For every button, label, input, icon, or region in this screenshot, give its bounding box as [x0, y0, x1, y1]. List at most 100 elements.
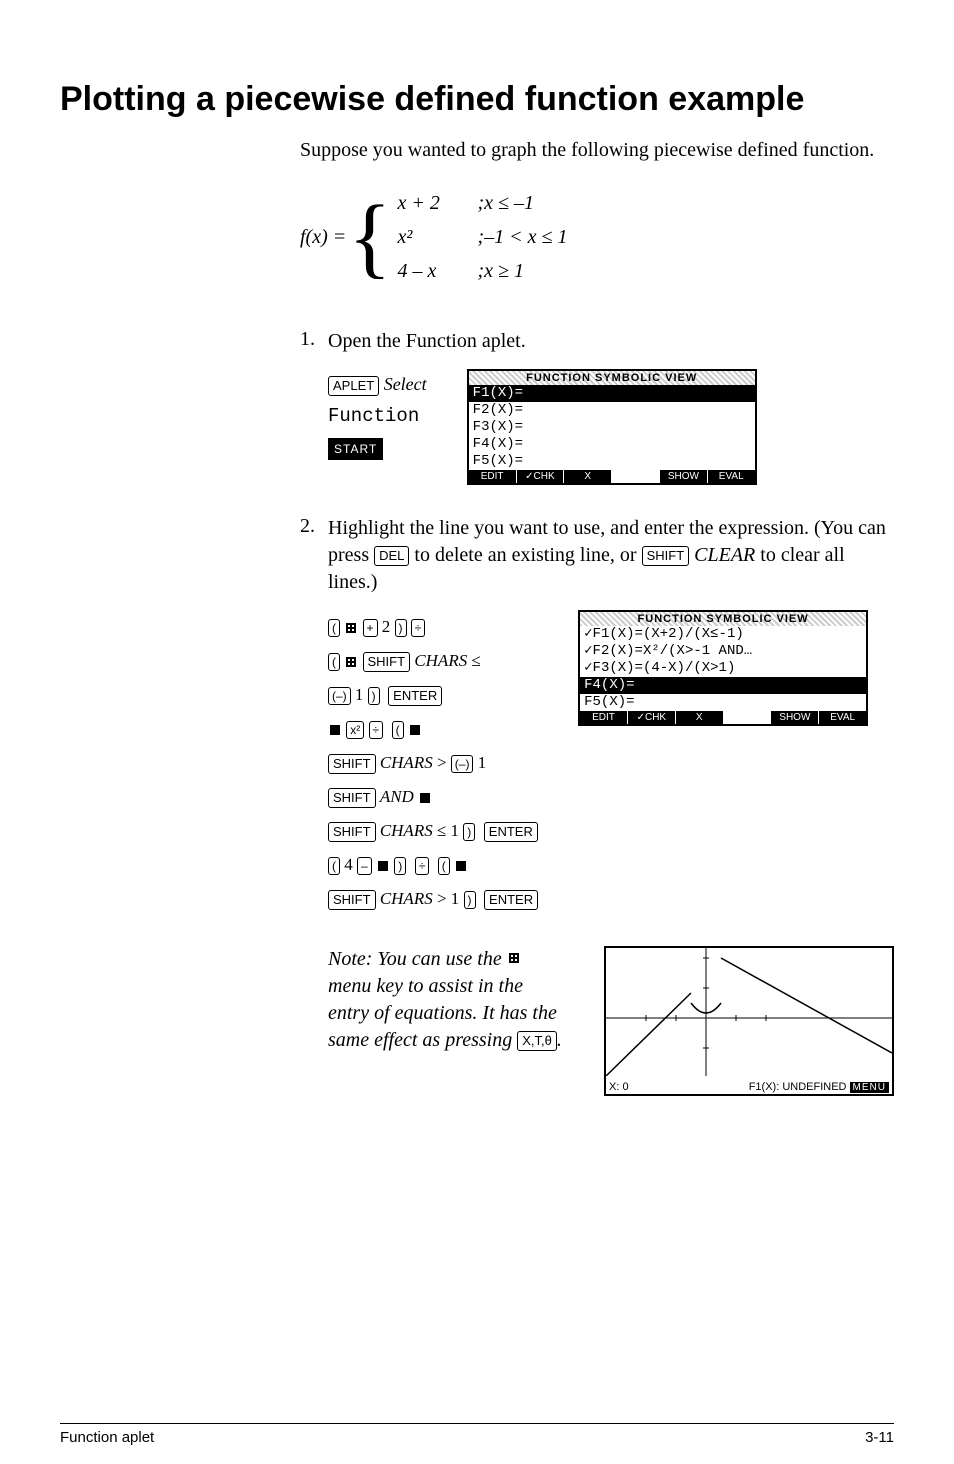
shift-key[interactable]: SHIFT: [363, 652, 411, 672]
calc-line: F4(X)=: [580, 677, 866, 694]
calc-line: ✓F2(X)=X²/(X>-1 AND…: [580, 643, 866, 660]
lparen-key[interactable]: (: [328, 619, 340, 637]
chars-label: CHARS: [380, 821, 433, 840]
shift-key[interactable]: SHIFT: [642, 546, 690, 566]
x-icon: [344, 621, 358, 635]
le: ≤: [471, 651, 480, 670]
calc-footer: EDIT ✓CHK X SHOW EVAL: [469, 470, 755, 483]
footer-btn[interactable]: ✓CHK: [628, 711, 676, 724]
x-icon: [454, 859, 468, 873]
div-key[interactable]: ÷: [369, 721, 384, 739]
aplet-key[interactable]: APLET: [328, 376, 379, 396]
footer-btn[interactable]: ✓CHK: [517, 470, 565, 483]
calc-line: F5(X)=: [469, 453, 755, 470]
gt: >: [437, 753, 447, 772]
one: 1: [478, 753, 487, 772]
xto-key[interactable]: X,T,θ: [517, 1031, 557, 1051]
four: 4: [344, 855, 353, 874]
and-label: AND: [380, 787, 414, 806]
footer-btn[interactable]: EVAL: [819, 711, 866, 724]
rparen-key[interactable]: ): [463, 823, 475, 841]
footer-blank: [612, 470, 660, 483]
x-icon: [408, 723, 422, 737]
step-number: 2.: [300, 515, 328, 596]
lparen-key[interactable]: (: [438, 857, 450, 875]
plot-fx-label: F1(X): UNDEFINED: [749, 1081, 847, 1093]
neg-key[interactable]: (–): [451, 755, 474, 773]
footer-btn[interactable]: X: [564, 470, 612, 483]
calc-title: FUNCTION SYMBOLIC VIEW: [580, 612, 866, 626]
footer-btn[interactable]: EVAL: [708, 470, 755, 483]
footer-right: 3-11: [865, 1429, 894, 1446]
one: 1: [451, 889, 460, 908]
step2-keys: ( + 2 ) ÷ ( SHIFT CHARS ≤ (–) 1 ) ENTER …: [328, 610, 538, 916]
footer-rule: [60, 1423, 894, 1424]
x-icon: [376, 859, 390, 873]
function-label: Function: [328, 405, 419, 427]
t: .: [557, 1029, 562, 1051]
x-icon: [418, 791, 432, 805]
plot-svg: [606, 948, 892, 1076]
clear-label: CLEAR: [694, 544, 755, 566]
calc-screen-2: FUNCTION SYMBOLIC VIEW ✓F1(X)=(X+2)/(X≤-…: [578, 610, 868, 726]
rparen-key[interactable]: ): [368, 687, 380, 705]
menu-button[interactable]: MENU: [850, 1082, 889, 1093]
piece-cond: ;x ≤ –1: [477, 192, 534, 215]
plus-key[interactable]: +: [363, 619, 378, 637]
rparen-key[interactable]: ): [395, 619, 407, 637]
intro-text: Suppose you wanted to graph the followin…: [300, 137, 894, 164]
t: to delete an existing line, or: [414, 544, 641, 566]
minus-key[interactable]: –: [357, 857, 372, 875]
rparen-key[interactable]: ): [464, 891, 476, 909]
lparen-key[interactable]: (: [328, 653, 340, 671]
calc-title: FUNCTION SYMBOLIC VIEW: [469, 371, 755, 385]
t: Note: You can use the: [328, 948, 507, 970]
footer-btn[interactable]: EDIT: [580, 711, 628, 724]
piecewise-formula: f(x) = { x + 2 ;x ≤ –1 x² ;–1 < x ≤ 1 4 …: [300, 186, 894, 288]
select-label: Select: [384, 374, 427, 394]
calc-line: F3(X)=: [469, 419, 755, 436]
x-icon: [344, 655, 358, 669]
step-number: 1.: [300, 328, 328, 355]
calc-line: F4(X)=: [469, 436, 755, 453]
le: ≤: [437, 821, 446, 840]
footer-btn[interactable]: SHOW: [771, 711, 819, 724]
lparen-key[interactable]: (: [392, 721, 404, 739]
step-1: 1. Open the Function aplet.: [300, 328, 894, 355]
chars-label: CHARS: [414, 651, 467, 670]
footer-btn[interactable]: SHOW: [660, 470, 708, 483]
brace-icon: {: [348, 197, 391, 278]
shift-key[interactable]: SHIFT: [328, 822, 376, 842]
div-key[interactable]: ÷: [411, 619, 426, 637]
two: 2: [382, 617, 391, 636]
note-text: Note: You can use the menu key to assist…: [328, 946, 564, 1054]
enter-key[interactable]: ENTER: [484, 890, 538, 910]
lparen-key[interactable]: (: [328, 857, 340, 875]
xsq-key[interactable]: x²: [346, 721, 364, 739]
page-title: Plotting a piecewise defined function ex…: [60, 80, 894, 119]
shift-key[interactable]: SHIFT: [328, 788, 376, 808]
chars-label: CHARS: [380, 889, 433, 908]
calc-line: F1(X)=: [469, 385, 755, 402]
footer-btn[interactable]: X: [676, 711, 724, 724]
piece-expr: x²: [397, 226, 477, 249]
shift-key[interactable]: SHIFT: [328, 890, 376, 910]
step-text: Open the Function aplet.: [328, 328, 894, 355]
gt: >: [437, 889, 447, 908]
start-button[interactable]: START: [328, 438, 383, 460]
rparen-key[interactable]: ): [394, 857, 406, 875]
step-2: 2. Highlight the line you want to use, a…: [300, 515, 894, 596]
formula-lhs: f(x) =: [300, 226, 346, 249]
enter-key[interactable]: ENTER: [484, 822, 538, 842]
footer-left: Function aplet: [60, 1429, 154, 1446]
shift-key[interactable]: SHIFT: [328, 754, 376, 774]
neg-key[interactable]: (–): [328, 687, 351, 705]
footer-btn[interactable]: EDIT: [469, 470, 517, 483]
footer-blank: [724, 711, 772, 724]
chars-label: CHARS: [380, 753, 433, 772]
del-key[interactable]: DEL: [374, 546, 409, 566]
x-icon: [507, 951, 521, 965]
enter-key[interactable]: ENTER: [388, 686, 442, 706]
calc-line: F2(X)=: [469, 402, 755, 419]
div-key[interactable]: ÷: [415, 857, 430, 875]
